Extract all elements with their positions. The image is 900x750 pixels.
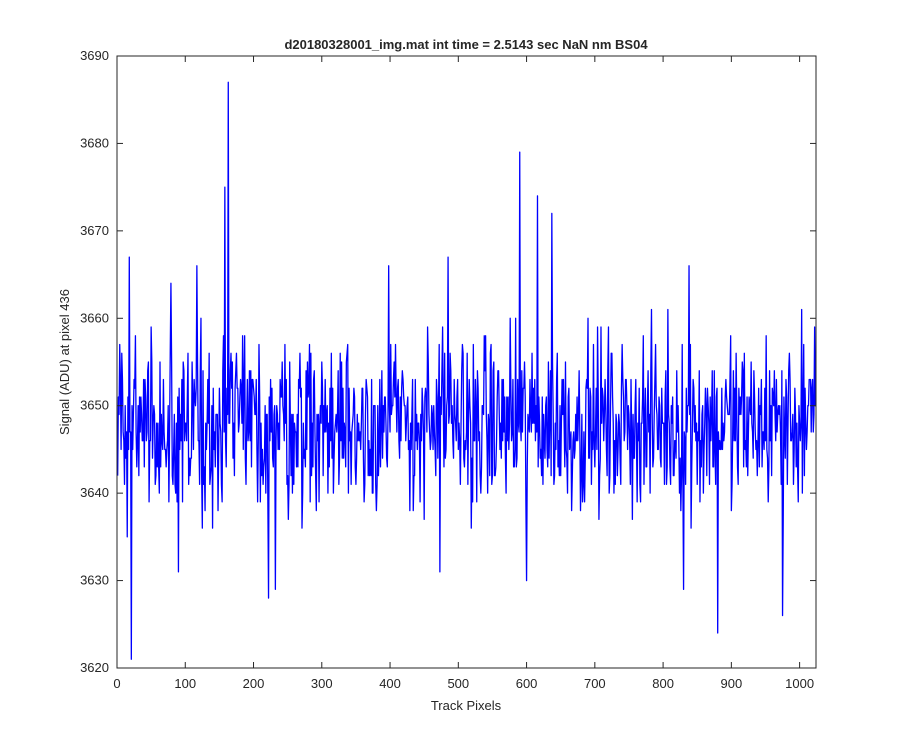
series-layer: [117, 81, 816, 660]
x-tick-label: 0: [113, 676, 120, 691]
y-axis-label: Signal (ADU) at pixel 436: [57, 289, 72, 435]
y-tick-label: 3660: [80, 310, 109, 325]
x-tick-label: 700: [584, 676, 606, 691]
y-tick-label: 3690: [80, 48, 109, 63]
x-tick-label: 1000: [785, 676, 814, 691]
x-tick-label: 100: [174, 676, 196, 691]
chart-title: d20180328001_img.mat int time = 2.5143 s…: [284, 37, 648, 52]
signal-series-line: [117, 81, 816, 660]
x-axis-ticks: 0 100 200 300 400 500 600 700 800 900 1000: [113, 56, 814, 691]
y-tick-label: 3670: [80, 223, 109, 238]
x-tick-label: 600: [516, 676, 538, 691]
x-tick-label: 400: [379, 676, 401, 691]
x-tick-label: 300: [311, 676, 333, 691]
x-tick-label: 500: [447, 676, 469, 691]
y-tick-label: 3680: [80, 135, 109, 150]
x-tick-label: 800: [652, 676, 674, 691]
y-tick-label: 3620: [80, 660, 109, 675]
y-axis-ticks: 3620 3630 3640 3650 3660 3670 3680 3690: [80, 48, 816, 675]
y-tick-label: 3640: [80, 485, 109, 500]
y-tick-label: 3650: [80, 398, 109, 413]
x-tick-label: 200: [243, 676, 265, 691]
x-axis-label: Track Pixels: [431, 698, 502, 713]
x-tick-label: 900: [721, 676, 743, 691]
axes-box: [116, 55, 817, 669]
y-tick-label: 3630: [80, 573, 109, 588]
